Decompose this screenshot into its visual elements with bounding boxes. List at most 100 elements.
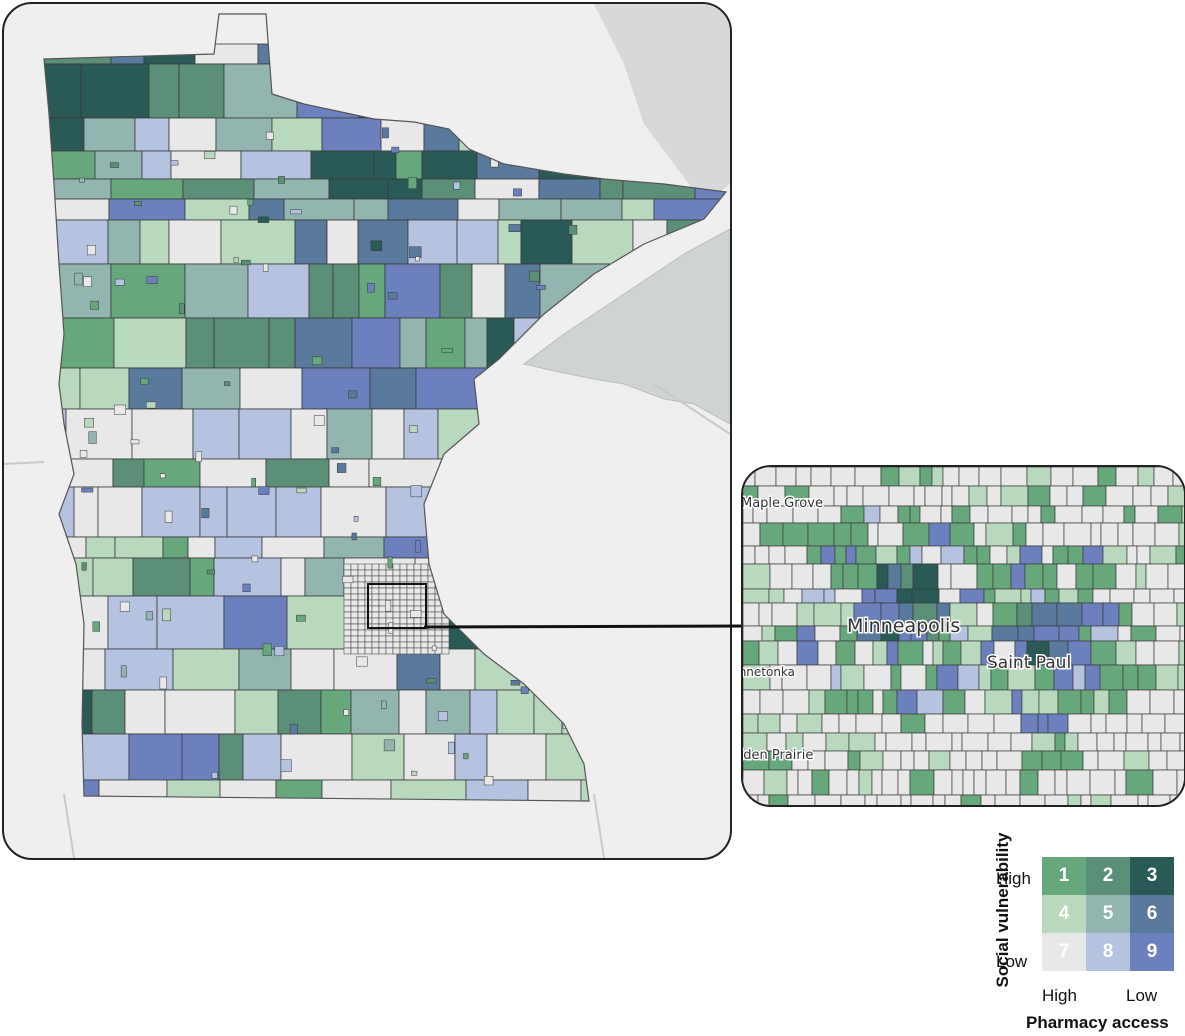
legend-cell-7: 7 — [1042, 933, 1086, 971]
census-tract — [83, 117, 136, 152]
census-tract — [120, 665, 127, 678]
census-tract — [391, 146, 400, 154]
legend-cell-6: 6 — [1130, 895, 1174, 933]
census-tract — [774, 625, 798, 642]
census-tract — [234, 689, 279, 735]
census-tract — [1037, 713, 1049, 734]
census-tract — [1148, 750, 1168, 771]
census-tract — [215, 117, 273, 152]
census-tract — [857, 563, 878, 590]
census-tract — [1115, 640, 1137, 666]
census-tract — [351, 317, 401, 369]
census-tract — [1122, 664, 1139, 691]
census-tract — [1135, 563, 1147, 590]
census-tract — [1173, 588, 1184, 604]
census-tract — [828, 769, 848, 796]
census-tract — [761, 625, 776, 642]
census-tract — [1090, 713, 1107, 734]
census-tract — [1126, 713, 1143, 734]
census-tract — [178, 63, 225, 119]
census-tract — [195, 451, 202, 462]
census-tract — [900, 563, 914, 590]
census-tract — [924, 485, 943, 507]
census-tract — [426, 678, 437, 684]
census-tract — [1011, 505, 1029, 524]
legend-cell-3: 3 — [1130, 857, 1174, 895]
census-tract — [796, 640, 819, 666]
census-tract — [900, 750, 915, 771]
legend-y-axis-title: Social vulnerability — [993, 832, 1012, 988]
census-tract — [486, 733, 547, 781]
census-tract — [1089, 769, 1116, 796]
census-tract — [1126, 545, 1138, 565]
census-tract — [937, 563, 952, 590]
census-tract — [875, 545, 898, 565]
census-tract — [73, 486, 99, 538]
census-tract — [164, 510, 173, 523]
census-tract — [454, 733, 488, 781]
metro-inset-map: Maple Grove Minneapolis Saint Paul Minne… — [743, 467, 1184, 805]
census-tract — [1154, 522, 1180, 547]
census-tract — [996, 750, 1023, 771]
census-tract — [962, 769, 975, 796]
census-tract — [415, 540, 421, 553]
state-outline — [43, 13, 728, 802]
census-tract — [1160, 732, 1181, 752]
census-tract — [350, 689, 400, 735]
census-tract — [159, 676, 167, 690]
census-tract — [757, 713, 781, 734]
census-tract — [1181, 505, 1184, 524]
census-tract — [808, 689, 826, 715]
census-tract — [916, 689, 944, 715]
census-tract — [1024, 563, 1044, 590]
census-tract — [162, 608, 172, 622]
census-tract — [933, 769, 953, 796]
census-tract — [1052, 545, 1069, 565]
census-tract — [192, 408, 240, 460]
census-tract — [1136, 545, 1151, 565]
census-tract — [1117, 522, 1134, 547]
census-tract — [994, 588, 1022, 604]
census-tract — [949, 522, 975, 547]
census-tract — [806, 664, 832, 691]
census-tract — [441, 348, 453, 353]
census-tract — [280, 733, 353, 781]
legend-grid: 1 2 3 4 5 6 7 8 9 — [1042, 857, 1174, 971]
census-tract — [403, 408, 439, 460]
census-tract — [431, 645, 437, 652]
census-tract — [1082, 485, 1107, 507]
census-tract — [411, 770, 418, 776]
census-tract — [823, 588, 836, 604]
census-tract — [1155, 664, 1179, 691]
census-tract — [1147, 794, 1171, 805]
census-tract — [399, 317, 427, 369]
metro-inset-panel: Maple Grove Minneapolis Saint Paul Minne… — [741, 465, 1185, 807]
census-tract — [897, 640, 924, 666]
census-tract — [124, 689, 166, 735]
census-tract — [1067, 640, 1092, 666]
census-tract — [211, 772, 218, 779]
census-tract — [1067, 713, 1092, 734]
census-tract — [145, 611, 153, 621]
census-tract — [1060, 750, 1084, 771]
city-label-eden-prairie: Eden Prairie — [743, 748, 813, 763]
census-tract — [888, 485, 915, 507]
census-tract — [1157, 505, 1183, 524]
census-tract — [280, 557, 306, 597]
census-tract — [872, 689, 884, 715]
census-tract — [44, 63, 82, 119]
census-tract — [280, 759, 292, 772]
census-tract — [983, 588, 996, 604]
census-tract — [881, 769, 899, 796]
census-tract — [985, 769, 1007, 796]
census-tract — [862, 485, 890, 507]
census-tract — [941, 485, 953, 507]
census-tract — [942, 640, 962, 666]
legend-cell-8: 8 — [1086, 933, 1130, 971]
census-tract — [1080, 794, 1092, 805]
census-tract — [242, 583, 251, 592]
census-tract — [441, 647, 450, 655]
census-tract — [743, 563, 771, 590]
census-tract — [1026, 467, 1052, 487]
census-tract — [1155, 625, 1181, 642]
